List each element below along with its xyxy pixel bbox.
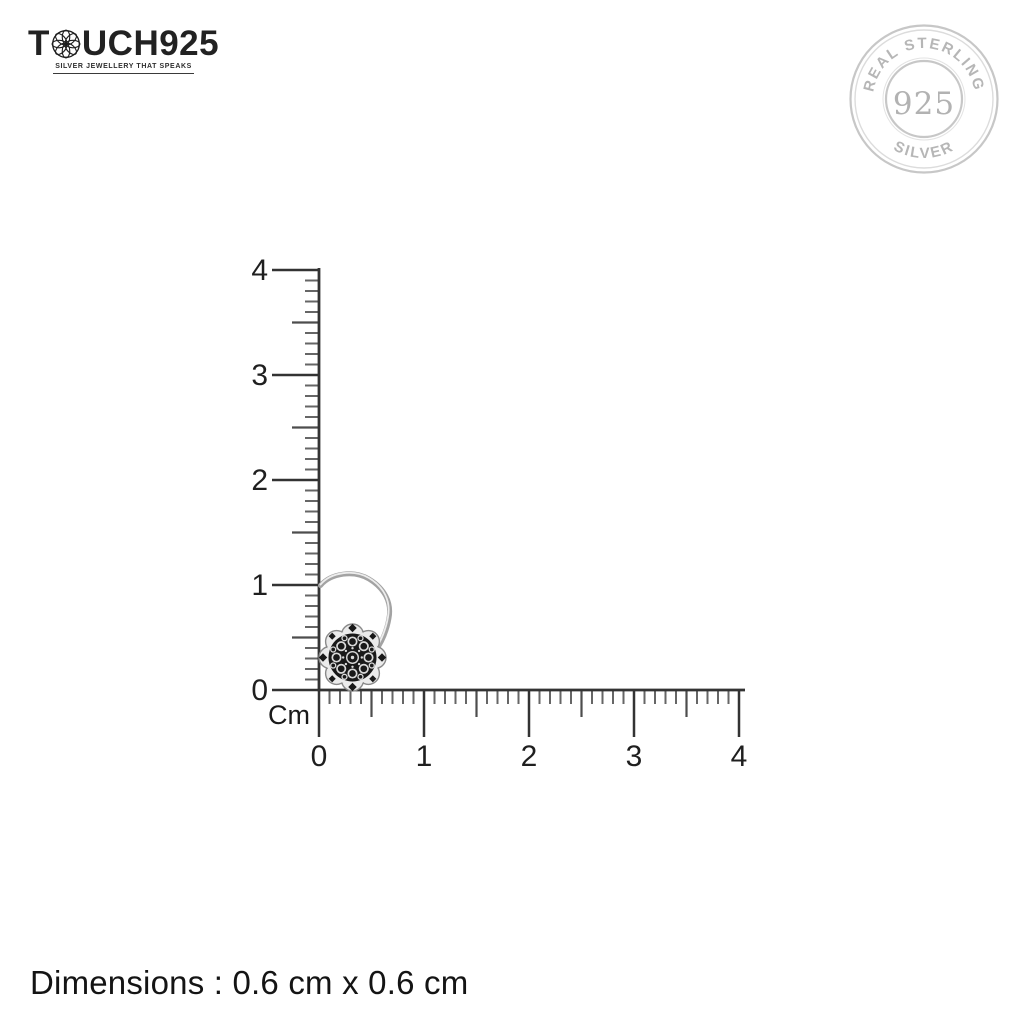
horizontal-ruler <box>317 688 745 737</box>
ruler-number: 0 <box>311 740 328 773</box>
badge-outer-ring <box>849 24 999 174</box>
brand-logo: T UCH925 SILVER JEWELLERY THAT SPEAKS <box>28 26 219 74</box>
brand-name-suffix: UCH925 <box>81 24 220 63</box>
nose-pin <box>318 571 393 692</box>
brand-name: T UCH925 <box>28 26 219 61</box>
nose-pin-wire-highlight <box>319 571 390 650</box>
badge-outer-ring-inner-line <box>854 29 994 169</box>
ruler-number: 1 <box>251 569 268 602</box>
brand-name-prefix: T <box>28 24 50 63</box>
badge-inner-ring-outer-line <box>882 57 966 141</box>
badge-inner-ring <box>884 59 964 139</box>
ruler-number: 2 <box>251 464 268 497</box>
brand-tagline: SILVER JEWELLERY THAT SPEAKS <box>53 63 194 74</box>
ruler-number: 1 <box>416 740 433 773</box>
ruler-number: 4 <box>251 254 268 287</box>
ruler-number: 3 <box>251 359 268 392</box>
ruler-unit-label: Cm <box>268 700 310 730</box>
mandala-flower-icon <box>51 29 81 58</box>
dimensions-text: Dimensions : 0.6 cm x 0.6 cm <box>30 964 469 1001</box>
ruler-number-labels: 0 0 1 1 2 2 3 3 4 4 <box>251 254 747 773</box>
nose-pin-flower <box>318 623 387 692</box>
ruler-number: 4 <box>731 740 748 773</box>
ruler-number: 0 <box>251 674 268 707</box>
ruler-number: 3 <box>626 740 643 773</box>
sterling-925-badge: REAL STERLING SILVER 925 <box>849 24 999 174</box>
badge-925-number: 925 <box>893 86 955 122</box>
vertical-ruler <box>272 268 321 692</box>
ruler-number: 2 <box>521 740 538 773</box>
